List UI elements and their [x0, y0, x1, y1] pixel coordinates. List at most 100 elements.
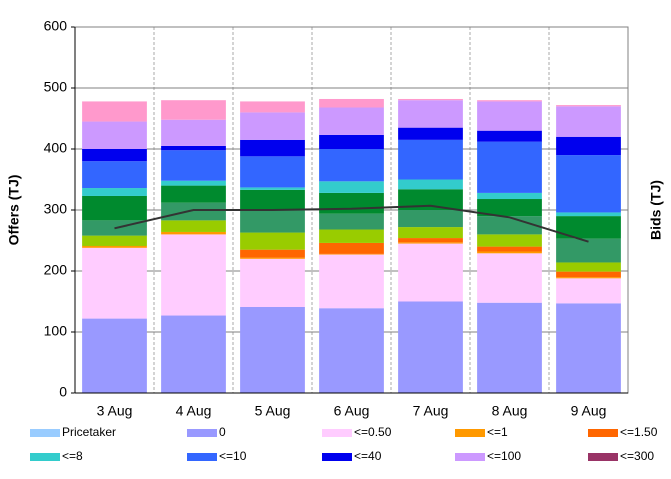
bar-segment: [240, 139, 305, 157]
bar-segment: [556, 155, 621, 213]
y-tick-label: 100: [44, 323, 68, 339]
legend-label: <=1.50: [620, 425, 658, 439]
legend-label: <=100: [487, 449, 521, 463]
bar-segment: [161, 119, 226, 146]
bar-segment: [319, 229, 384, 243]
bar-segment: [240, 156, 305, 188]
bar-segment: [161, 145, 226, 151]
bar-segment: [398, 210, 463, 228]
bar-segment: [240, 210, 305, 233]
bar-segment: [477, 141, 542, 193]
x-tick-label: 3 Aug: [97, 403, 133, 419]
bar-segment: [240, 232, 305, 250]
bar-segment: [556, 216, 621, 239]
legend-label: <=1: [487, 425, 508, 439]
bar-segment: [82, 101, 147, 122]
legend-swatch: [455, 429, 485, 437]
bar-segment: [556, 105, 621, 107]
bar-segment: [319, 149, 384, 182]
y-tick-label: 600: [44, 18, 68, 34]
legend-swatch: [322, 429, 352, 437]
y2-axis-label: Bids (TJ): [648, 180, 664, 240]
bar-segment: [477, 192, 542, 200]
bar-segment: [319, 181, 384, 193]
line-series: [114, 204, 589, 243]
bar-segment: [398, 227, 463, 239]
bar-segment: [398, 139, 463, 180]
x-tick-label: 7 Aug: [413, 403, 449, 419]
bar-segment: [82, 245, 147, 248]
bar-segment: [398, 127, 463, 140]
bar-segment: [477, 130, 542, 142]
bar-segment: [240, 257, 305, 259]
legend-label: <=10: [219, 449, 247, 463]
legend-label: 0: [219, 425, 226, 439]
bar-segment: [161, 202, 226, 221]
bar-segment: [398, 242, 463, 244]
bar-segment: [398, 243, 463, 302]
bar-segment: [477, 101, 542, 131]
bar-segment: [161, 185, 226, 203]
bar-segment: [477, 199, 542, 217]
legend-swatch: [322, 453, 352, 461]
bar-segment: [477, 253, 542, 303]
bar-segment: [398, 179, 463, 190]
bar-segment: [319, 242, 384, 254]
bar-segment: [556, 277, 621, 279]
legend-swatch: [30, 429, 60, 437]
bar-segment: [319, 192, 384, 214]
bar-segment: [556, 262, 621, 272]
bar-segment: [477, 100, 542, 102]
bar-segment: [319, 213, 384, 230]
legend-label: <=8: [62, 449, 83, 463]
legend-swatch: [588, 429, 618, 437]
legend-swatch: [30, 453, 60, 461]
bar-segment: [161, 231, 226, 235]
bar-segment: [82, 247, 147, 319]
bar-segment: [477, 251, 542, 254]
x-tick-label: 5 Aug: [255, 403, 291, 419]
bar-segment: [240, 249, 305, 258]
bar-segment: [556, 238, 621, 263]
x-tick-label: 9 Aug: [571, 403, 607, 419]
legend-label: <=300: [620, 449, 654, 463]
bar-segment: [161, 180, 226, 186]
bar-segment: [240, 101, 305, 113]
bar-segment: [477, 234, 542, 247]
bar-segment: [398, 238, 463, 243]
x-tick-label: 8 Aug: [492, 403, 528, 419]
bar-segment: [477, 302, 542, 393]
bar-segment: [161, 100, 226, 120]
legend-swatch: [588, 453, 618, 461]
bar-segment: [240, 112, 305, 140]
y-tick-label: 200: [44, 262, 68, 278]
bar-segment: [82, 149, 147, 162]
bar-segment: [240, 258, 305, 307]
legend-swatch: [455, 453, 485, 461]
bar-segment: [398, 98, 463, 101]
bar-segment: [556, 303, 621, 393]
legend-label: <=40: [354, 449, 382, 463]
bar-segment: [398, 301, 463, 393]
legend-label: <=0.50: [354, 425, 392, 439]
legend-label: Pricetaker: [62, 425, 116, 439]
bar-segment: [161, 150, 226, 181]
bar-segment: [556, 271, 621, 278]
bar-segment: [556, 106, 621, 137]
y-tick-label: 400: [44, 140, 68, 156]
x-tick-label: 6 Aug: [334, 403, 370, 419]
bar-segment: [82, 188, 147, 196]
bar-segment: [82, 161, 147, 189]
bar-segment: [82, 235, 147, 246]
legend-swatch: [187, 429, 217, 437]
legend-swatch: [187, 453, 217, 461]
bar-segment: [319, 107, 384, 135]
bar-segment: [319, 134, 384, 149]
bar-segment: [82, 195, 147, 221]
bar-segment: [240, 189, 305, 210]
bar-segment: [82, 121, 147, 149]
bar-segment: [556, 278, 621, 304]
x-tick-label: 4 Aug: [176, 403, 212, 419]
bar-segment: [161, 315, 226, 393]
